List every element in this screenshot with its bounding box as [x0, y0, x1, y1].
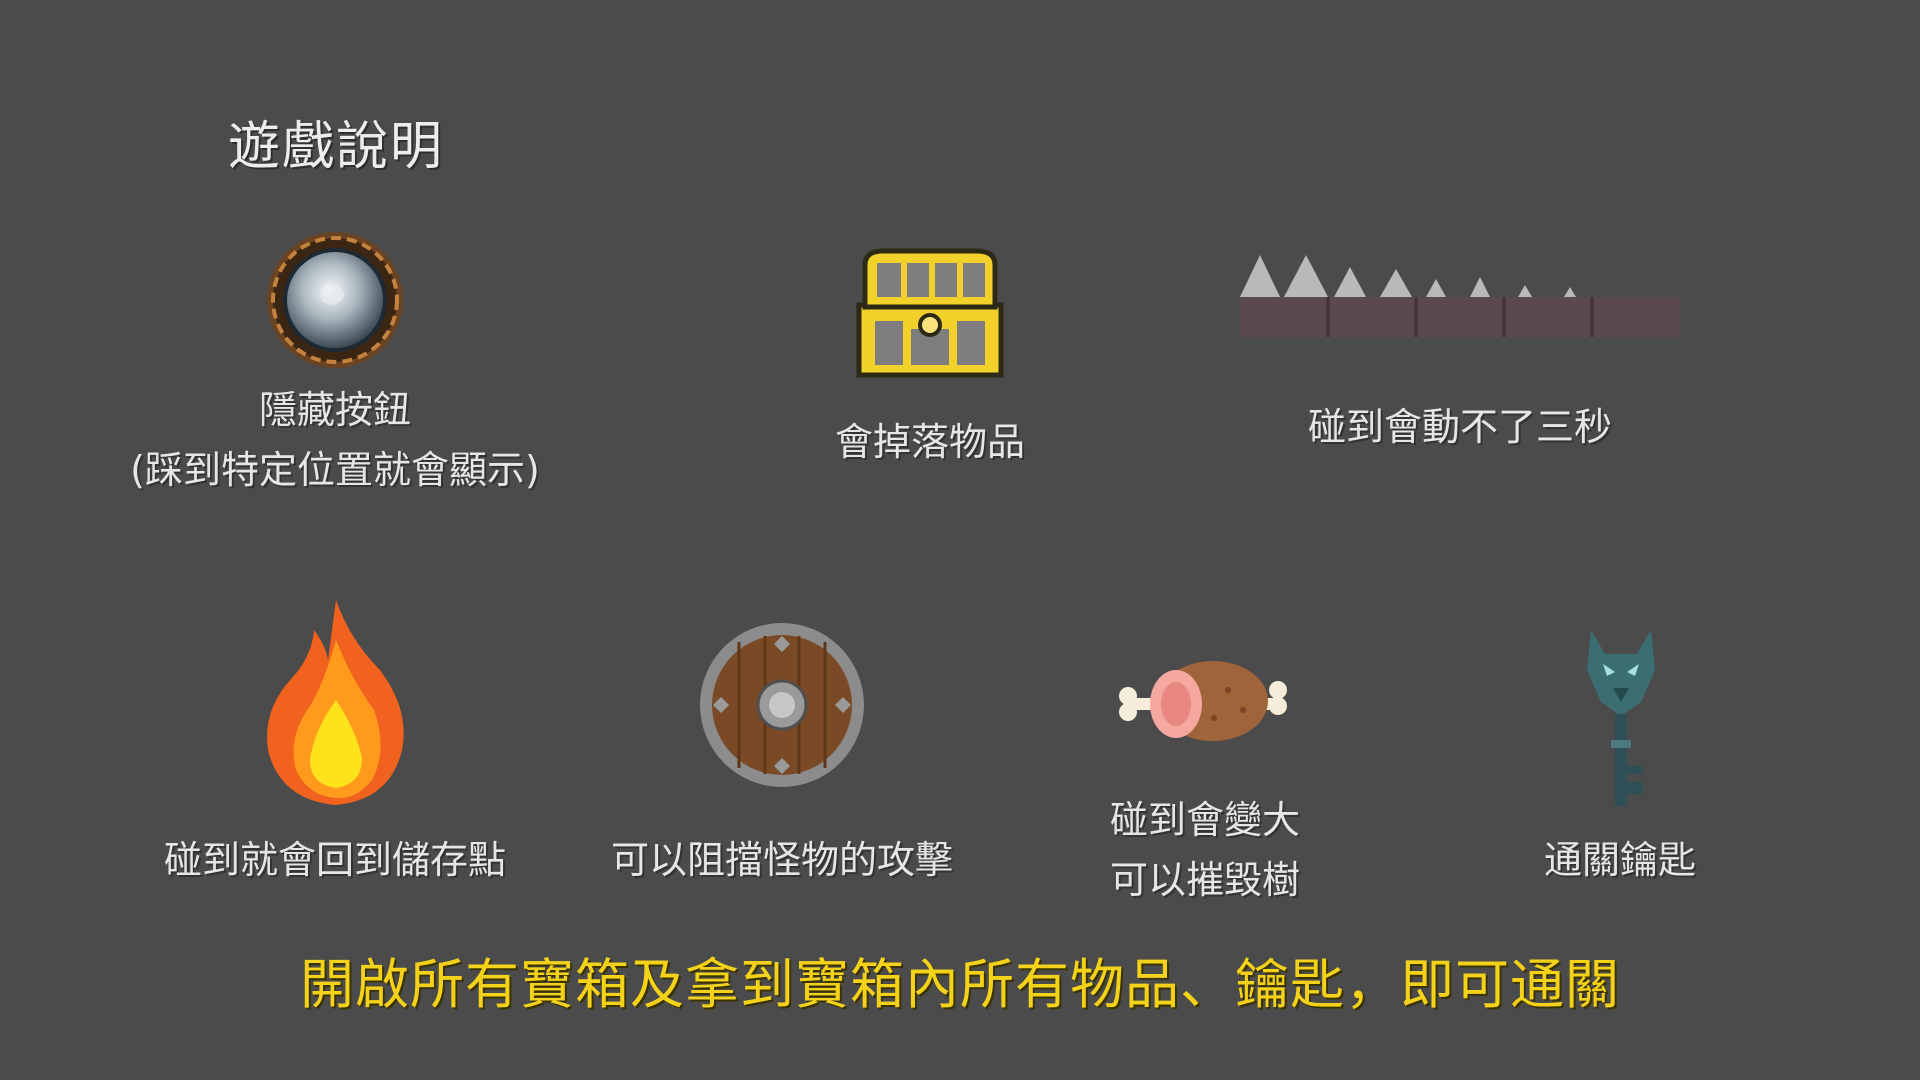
victory-condition-text: 開啟所有寶箱及拿到寶箱內所有物品、鑰匙，即可通關 [300, 953, 1620, 1016]
hidden-button-icon [265, 230, 405, 370]
shield-icon [699, 622, 865, 788]
hidden-button-title: 隱藏按鈕 [258, 388, 411, 432]
treasure-chest-icon [855, 245, 1005, 380]
spike-label: 碰到會動不了三秒 [1307, 405, 1612, 449]
meat-desc: 可以摧毀樹 [1109, 858, 1300, 902]
chest-label: 會掉落物品 [834, 420, 1025, 464]
spike-trap-icon [1240, 255, 1680, 337]
page-title: 遊戲說明 [228, 117, 445, 177]
meat-icon [1118, 660, 1288, 742]
fire-icon [262, 600, 410, 805]
hidden-button-label: 隱藏按鈕 (踩到特定位置就會顯示) [100, 380, 570, 500]
shield-label: 可以阻擋怪物的攻擊 [610, 838, 953, 882]
fire-label: 碰到就會回到儲存點 [163, 838, 506, 882]
meat-label: 碰到會變大 可以摧毀樹 [1080, 790, 1330, 910]
meat-title: 碰到會變大 [1109, 798, 1300, 842]
wolf-key-icon [1583, 630, 1659, 808]
key-label: 通關鑰匙 [1543, 838, 1696, 882]
hidden-button-desc: (踩到特定位置就會顯示) [130, 448, 540, 492]
